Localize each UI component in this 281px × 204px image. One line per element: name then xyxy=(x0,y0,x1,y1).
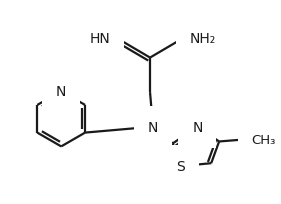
Text: S: S xyxy=(176,159,185,173)
Text: NH₂: NH₂ xyxy=(189,32,216,46)
Text: CH₃: CH₃ xyxy=(252,133,276,146)
Text: N: N xyxy=(148,120,158,134)
Text: N: N xyxy=(56,85,66,99)
Text: N: N xyxy=(192,120,203,134)
Text: HN: HN xyxy=(90,32,110,46)
